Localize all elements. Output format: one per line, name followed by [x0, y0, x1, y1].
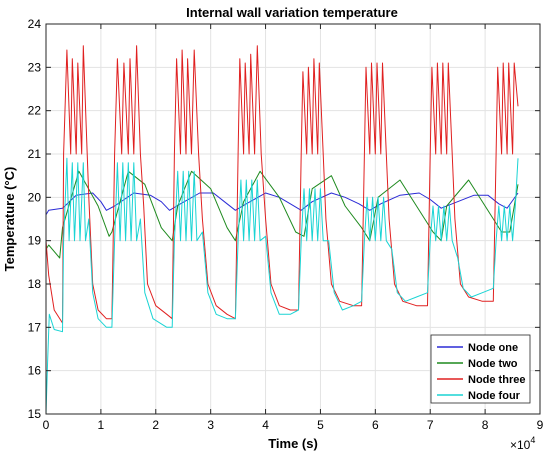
x-tick-label: 5 [317, 418, 324, 432]
x-axis-label: Time (s) [268, 436, 318, 451]
series-line-node-three [45, 45, 519, 324]
y-tick-label: 21 [28, 147, 42, 161]
x-tick-label: 2 [152, 418, 159, 432]
y-tick-label: 18 [28, 277, 42, 291]
x-tick-label: 4 [262, 418, 269, 432]
y-tick-label: 23 [28, 60, 42, 74]
y-tick-label: 24 [28, 17, 42, 31]
x-tick-label: 3 [207, 418, 214, 432]
x-multiplier-base: ×10 [510, 438, 531, 452]
legend: Node one Node two Node three Node four [430, 334, 531, 404]
x-tick-label: 0 [43, 418, 50, 432]
x-tick-label: 6 [372, 418, 379, 432]
series-line-node-one [45, 192, 519, 215]
x-multiplier: ×104 [510, 435, 535, 452]
y-tick-label: 17 [28, 320, 42, 334]
legend-entry: Node three [468, 374, 525, 386]
x-tick-label: 7 [427, 418, 434, 432]
x-tick-label: 9 [537, 418, 544, 432]
series-layer [45, 45, 519, 415]
y-tick-label: 22 [28, 104, 42, 118]
y-tick-label: 16 [28, 364, 42, 378]
x-multiplier-exponent: 4 [530, 435, 535, 445]
legend-entry: Node four [468, 390, 521, 402]
y-tick-label: 15 [28, 407, 42, 421]
y-tick-label: 20 [28, 190, 42, 204]
legend-entry: Node two [468, 358, 518, 370]
y-tick-label: 19 [28, 234, 42, 248]
plot-frame [45, 23, 541, 415]
legend-entry: Node one [468, 342, 518, 354]
x-tick-label: 8 [482, 418, 489, 432]
series-line-node-two [45, 170, 519, 259]
y-axis-label: Temperature (°C) [2, 167, 17, 272]
chart-title: Internal wall variation temperature [186, 5, 398, 20]
x-tick-label: 1 [98, 418, 105, 432]
series-line-node-four [45, 157, 519, 415]
